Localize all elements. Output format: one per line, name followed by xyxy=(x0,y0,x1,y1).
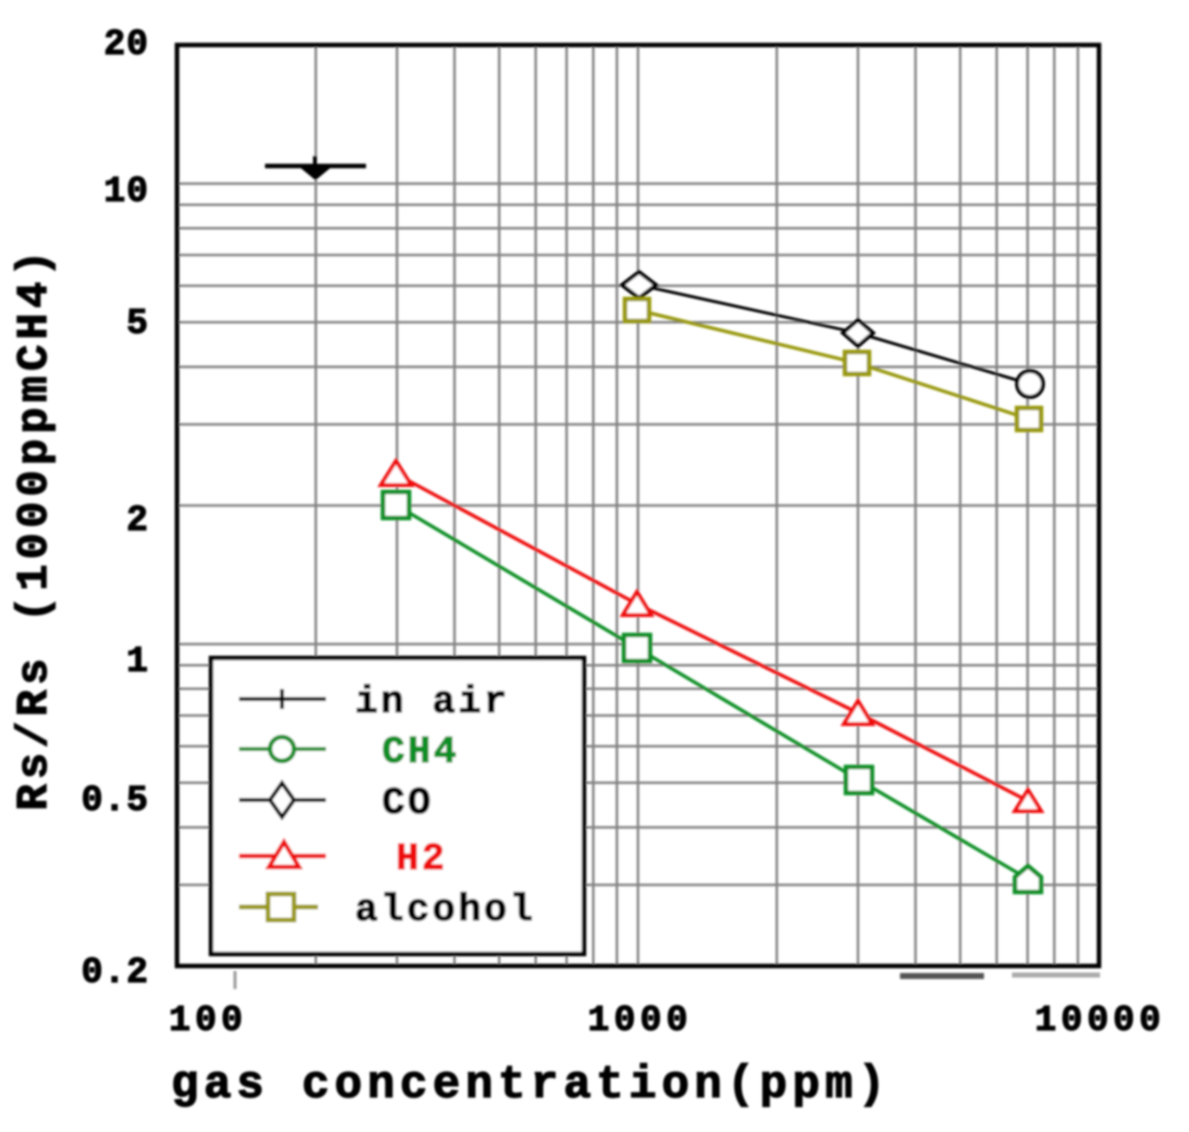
svg-text:CO: CO xyxy=(382,782,434,825)
svg-text:100: 100 xyxy=(169,1000,247,1041)
svg-text:alcohol: alcohol xyxy=(355,889,536,932)
svg-text:in air: in air xyxy=(355,681,510,724)
svg-text:0.5: 0.5 xyxy=(81,780,149,821)
svg-text:Rs/Rs (1000ppmCH4): Rs/Rs (1000ppmCH4) xyxy=(10,245,60,810)
svg-text:5: 5 xyxy=(126,303,149,344)
svg-text:20: 20 xyxy=(104,24,149,65)
svg-text:0.2: 0.2 xyxy=(81,952,149,993)
svg-text:CH4: CH4 xyxy=(382,731,459,774)
svg-text:1: 1 xyxy=(126,641,149,682)
svg-text:gas concentration(ppm): gas concentration(ppm) xyxy=(171,1059,891,1111)
svg-text:H2: H2 xyxy=(396,838,448,881)
svg-text:10: 10 xyxy=(104,171,149,212)
svg-text:10000: 10000 xyxy=(1035,1000,1166,1041)
svg-text:1000: 1000 xyxy=(588,1000,692,1041)
svg-text:2: 2 xyxy=(126,500,149,541)
